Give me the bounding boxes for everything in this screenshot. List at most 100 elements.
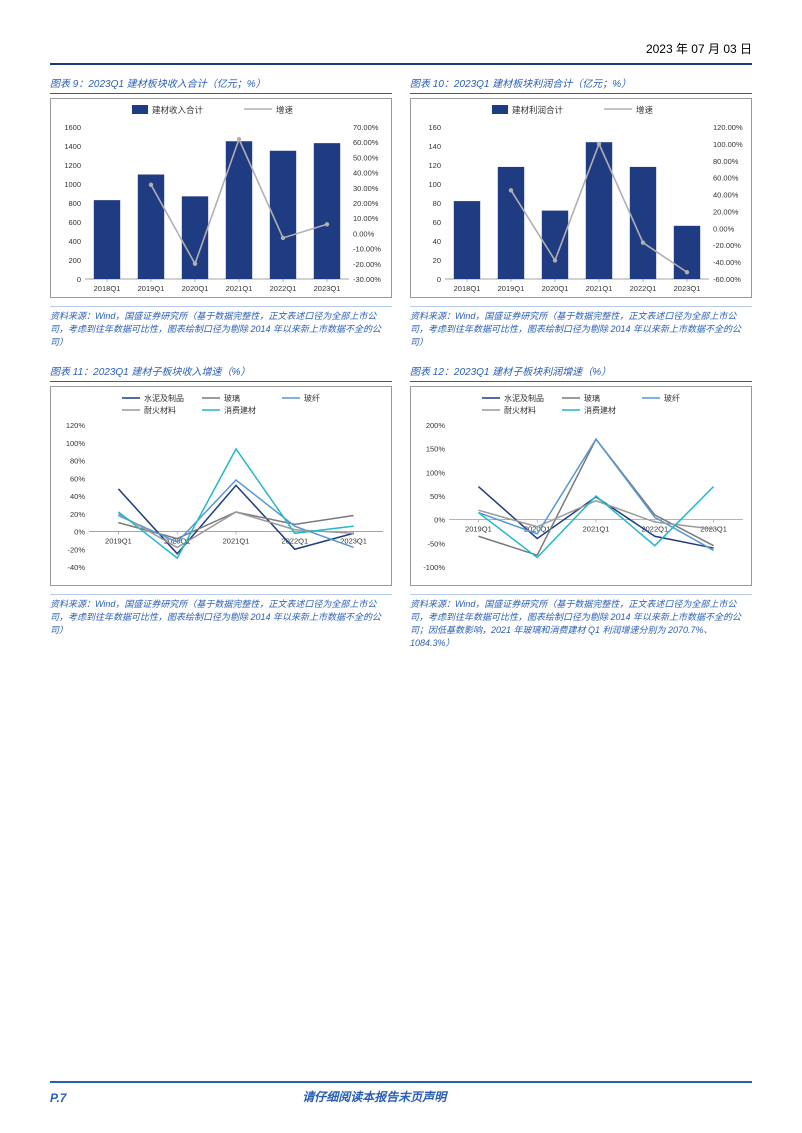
svg-text:玻纤: 玻纤 <box>664 393 680 403</box>
svg-text:2020Q1: 2020Q1 <box>542 284 569 293</box>
svg-text:增速: 增速 <box>276 105 294 115</box>
svg-text:玻璃: 玻璃 <box>224 393 240 403</box>
svg-text:耐火材料: 耐火材料 <box>144 405 176 415</box>
svg-text:200%: 200% <box>426 421 446 430</box>
svg-text:40: 40 <box>433 237 441 246</box>
chart12-title: 图表 12：2023Q1 建材子板块利润增速（%） <box>410 363 752 382</box>
chart11-svg: 水泥及制品玻璃玻纤耐火材料消费建材-40%-20%0%20%40%60%80%1… <box>50 386 392 586</box>
svg-text:2019Q1: 2019Q1 <box>105 537 132 546</box>
svg-text:2020Q1: 2020Q1 <box>182 284 209 293</box>
svg-text:建材收入合计: 建材收入合计 <box>152 105 204 115</box>
svg-text:2019Q1: 2019Q1 <box>138 284 165 293</box>
svg-text:80%: 80% <box>70 457 85 466</box>
svg-text:2019Q1: 2019Q1 <box>498 284 525 293</box>
svg-text:水泥及制品: 水泥及制品 <box>504 393 544 403</box>
chart12-source: 资料来源：Wind，国盛证券研究所（基于数据完整性，正文表述口径为全部上市公司，… <box>410 594 752 650</box>
svg-text:2023Q1: 2023Q1 <box>700 525 727 534</box>
svg-text:60: 60 <box>433 218 441 227</box>
chart11-source: 资料来源：Wind，国盛证券研究所（基于数据完整性，正文表述口径为全部上市公司，… <box>50 594 392 637</box>
svg-text:140: 140 <box>428 142 441 151</box>
svg-text:1400: 1400 <box>64 142 81 151</box>
svg-text:建材利润合计: 建材利润合计 <box>512 105 564 115</box>
svg-text:50.00%: 50.00% <box>353 153 379 162</box>
svg-text:1600: 1600 <box>64 123 81 132</box>
svg-text:2018Q1: 2018Q1 <box>94 284 121 293</box>
svg-text:2022Q1: 2022Q1 <box>630 284 657 293</box>
svg-text:60%: 60% <box>70 474 85 483</box>
svg-text:-10.00%: -10.00% <box>353 245 381 254</box>
svg-text:20%: 20% <box>70 510 85 519</box>
svg-text:0.00%: 0.00% <box>713 224 735 233</box>
svg-text:20: 20 <box>433 256 441 265</box>
svg-text:2021Q1: 2021Q1 <box>583 525 610 534</box>
chart9-source: 资料来源：Wind，国盛证券研究所（基于数据完整性，正文表述口径为全部上市公司，… <box>50 306 392 349</box>
svg-text:0.00%: 0.00% <box>353 229 375 238</box>
svg-text:200: 200 <box>68 256 81 265</box>
svg-text:-60.00%: -60.00% <box>713 275 741 284</box>
svg-text:-50%: -50% <box>427 539 445 548</box>
svg-text:2022Q1: 2022Q1 <box>281 537 308 546</box>
svg-text:0: 0 <box>77 275 81 284</box>
svg-text:2018Q1: 2018Q1 <box>454 284 481 293</box>
svg-text:100.00%: 100.00% <box>713 140 743 149</box>
svg-text:2021Q1: 2021Q1 <box>223 537 250 546</box>
svg-text:120%: 120% <box>66 421 86 430</box>
page-footer: P.7 请仔细阅读本报告末页声明 <box>50 1081 752 1105</box>
chart11-panel: 图表 11：2023Q1 建材子板块收入增速（%） 水泥及制品玻璃玻纤耐火材料消… <box>50 363 392 650</box>
chart12-svg: 水泥及制品玻璃玻纤耐火材料消费建材-100%-50%0%50%100%150%2… <box>410 386 752 586</box>
svg-text:2021Q1: 2021Q1 <box>226 284 253 293</box>
svg-text:80.00%: 80.00% <box>713 157 739 166</box>
svg-text:60.00%: 60.00% <box>353 138 379 147</box>
svg-text:2022Q1: 2022Q1 <box>270 284 297 293</box>
svg-text:100: 100 <box>428 180 441 189</box>
header-date-bar: 2023 年 07 月 03 日 <box>50 40 752 65</box>
chart-row-2: 图表 11：2023Q1 建材子板块收入增速（%） 水泥及制品玻璃玻纤耐火材料消… <box>50 363 752 650</box>
svg-text:消费建材: 消费建材 <box>224 405 256 415</box>
svg-text:2021Q1: 2021Q1 <box>586 284 613 293</box>
svg-text:30.00%: 30.00% <box>353 184 379 193</box>
svg-text:600: 600 <box>68 218 81 227</box>
svg-text:160: 160 <box>428 123 441 132</box>
chart10-svg: 建材利润合计增速020406080100120140160-60.00%-40.… <box>410 98 752 298</box>
svg-text:120: 120 <box>428 161 441 170</box>
svg-text:0%: 0% <box>74 528 85 537</box>
svg-text:-20.00%: -20.00% <box>353 260 381 269</box>
chart10-source: 资料来源：Wind，国盛证券研究所（基于数据完整性，正文表述口径为全部上市公司，… <box>410 306 752 349</box>
svg-text:0: 0 <box>437 275 441 284</box>
svg-text:80: 80 <box>433 199 441 208</box>
svg-text:10.00%: 10.00% <box>353 214 379 223</box>
svg-text:100%: 100% <box>426 468 446 477</box>
svg-text:-40%: -40% <box>67 563 85 572</box>
svg-text:70.00%: 70.00% <box>353 123 379 132</box>
svg-text:120.00%: 120.00% <box>713 123 743 132</box>
report-date: 2023 年 07 月 03 日 <box>646 40 752 57</box>
svg-text:20.00%: 20.00% <box>713 207 739 216</box>
svg-text:2023Q1: 2023Q1 <box>674 284 701 293</box>
svg-text:800: 800 <box>68 199 81 208</box>
svg-text:1200: 1200 <box>64 161 81 170</box>
svg-text:100%: 100% <box>66 439 86 448</box>
svg-text:-30.00%: -30.00% <box>353 275 381 284</box>
svg-text:消费建材: 消费建材 <box>584 405 616 415</box>
svg-text:60.00%: 60.00% <box>713 174 739 183</box>
svg-text:400: 400 <box>68 237 81 246</box>
svg-text:40%: 40% <box>70 492 85 501</box>
svg-text:2019Q1: 2019Q1 <box>465 525 492 534</box>
svg-text:0%: 0% <box>434 516 445 525</box>
chart12-panel: 图表 12：2023Q1 建材子板块利润增速（%） 水泥及制品玻璃玻纤耐火材料消… <box>410 363 752 650</box>
svg-text:1000: 1000 <box>64 180 81 189</box>
chart10-title: 图表 10：2023Q1 建材板块利润合计（亿元；%） <box>410 75 752 94</box>
svg-text:-20.00%: -20.00% <box>713 241 741 250</box>
svg-text:150%: 150% <box>426 445 446 454</box>
svg-text:40.00%: 40.00% <box>713 191 739 200</box>
svg-text:-40.00%: -40.00% <box>713 258 741 267</box>
footer-disclaimer: 请仔细阅读本报告末页声明 <box>26 1088 722 1105</box>
chart9-panel: 图表 9：2023Q1 建材板块收入合计（亿元；%） 建材收入合计 增速 0 200 4… <box>50 75 392 349</box>
chart9-title: 图表 9：2023Q1 建材板块收入合计（亿元；%） <box>50 75 392 94</box>
svg-text:-20%: -20% <box>67 545 85 554</box>
svg-text:50%: 50% <box>430 492 445 501</box>
svg-text:玻璃: 玻璃 <box>584 393 600 403</box>
svg-text:40.00%: 40.00% <box>353 169 379 178</box>
svg-text:20.00%: 20.00% <box>353 199 379 208</box>
chart10-panel: 图表 10：2023Q1 建材板块利润合计（亿元；%） 建材利润合计增速0204… <box>410 75 752 349</box>
